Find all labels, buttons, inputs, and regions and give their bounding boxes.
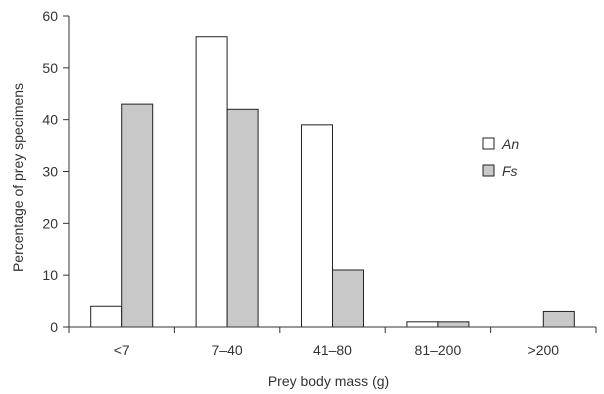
bar-an-2 xyxy=(301,124,333,328)
y-tick-label: 20 xyxy=(42,215,58,231)
x-tick-label: <7 xyxy=(114,342,130,358)
y-tick-label: 10 xyxy=(42,267,58,283)
x-tick-label: 81–200 xyxy=(415,342,462,358)
bar-fs-4 xyxy=(542,310,575,328)
legend-label-fs: Fs xyxy=(502,163,518,179)
bar-an-3 xyxy=(406,321,439,328)
legend: An Fs xyxy=(482,136,519,179)
legend-swatch-an xyxy=(482,137,495,150)
y-tick-label: 30 xyxy=(42,164,58,180)
y-tick-label: 0 xyxy=(50,319,58,335)
bar-fs-2 xyxy=(332,269,364,328)
bar-fs-3 xyxy=(437,321,470,328)
legend-swatch-fs xyxy=(482,164,495,177)
y-tick-label: 50 xyxy=(42,60,58,76)
bar-an-0 xyxy=(90,305,123,328)
y-tick-label: 60 xyxy=(42,8,58,24)
bars xyxy=(90,36,575,328)
legend-label-an: An xyxy=(501,136,519,152)
x-tick-label: >200 xyxy=(528,342,560,358)
bar-an-1 xyxy=(195,36,228,328)
y-axis-ticks: 0 10 20 30 40 50 60 xyxy=(42,8,69,335)
x-axis-ticks: <7 7–40 41–80 81–200 >200 xyxy=(68,327,597,358)
x-tick-label: 7–40 xyxy=(212,342,243,358)
bar-fs-0 xyxy=(121,103,154,328)
y-axis-label: Percentage of prey specimens xyxy=(10,83,26,272)
x-tick-label: 41–80 xyxy=(313,342,352,358)
x-axis-label: Prey body mass (g) xyxy=(268,373,389,389)
bar-fs-1 xyxy=(226,108,259,328)
y-tick-label: 40 xyxy=(42,112,58,128)
